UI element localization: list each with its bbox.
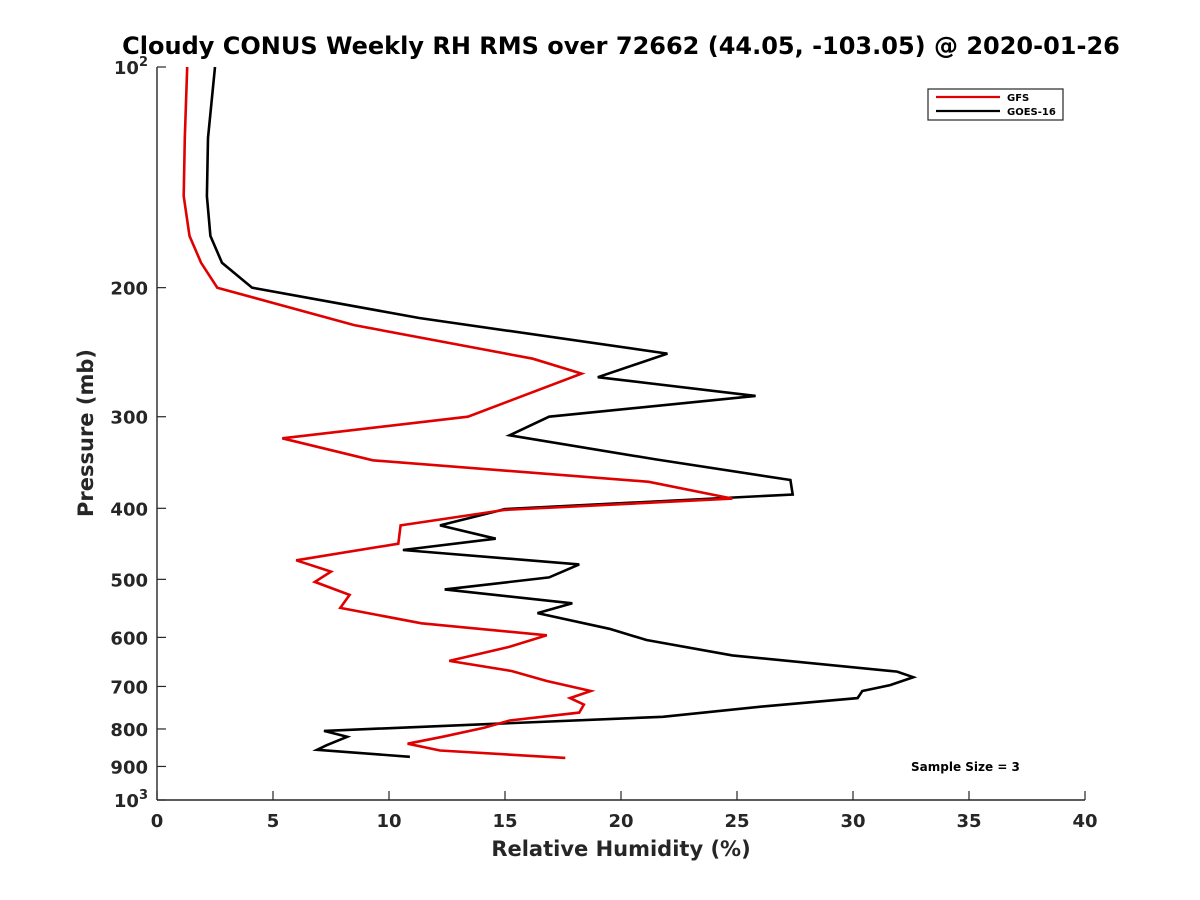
x-tick-label: 20 [608, 811, 633, 832]
chart-title: Cloudy CONUS Weekly RH RMS over 72662 (4… [122, 32, 1120, 60]
x-tick-label: 30 [840, 811, 865, 832]
series-line-goes16 [205, 66, 918, 759]
x-tick-label: 25 [724, 811, 749, 832]
x-tick-label: 10 [376, 811, 401, 832]
legend-label-goes16: GOES-16 [1007, 107, 1056, 118]
y-tick-label: 500 [110, 570, 148, 591]
plot-area [157, 67, 1085, 800]
x-tick-label: 40 [1072, 811, 1097, 832]
y-tick-label: 900 [110, 757, 148, 778]
legend: GFS GOES-16 [927, 88, 1064, 121]
y-axis-label: Pressure (mb) [74, 349, 98, 517]
y-tick-label: 700 [110, 677, 148, 698]
x-ticks: 0 5 10 15 20 25 30 35 40 [151, 791, 1098, 832]
y-tick-label: 200 [110, 279, 148, 300]
legend-label-gfs: GFS [1007, 93, 1029, 104]
legend-box [927, 88, 1064, 121]
x-tick-label: 15 [492, 811, 517, 832]
x-tick-label: 0 [151, 811, 164, 832]
sample-size-annotation: Sample Size = 3 [911, 760, 1020, 774]
series-layer [182, 66, 918, 760]
x-axis-label: Relative Humidity (%) [491, 837, 750, 861]
y-tick-label: 800 [110, 720, 148, 741]
y-tick-label: 103 [114, 788, 148, 812]
series-line-gfs [182, 66, 733, 760]
y-tick-label: 600 [110, 628, 148, 649]
y-ticks: 102 200 300 400 500 600 700 800 900 103 [110, 55, 166, 812]
y-tick-label: 102 [114, 55, 148, 79]
y-tick-label: 400 [110, 499, 148, 520]
x-tick-label: 35 [956, 811, 981, 832]
y-tick-label: 300 [110, 408, 148, 429]
x-tick-label: 5 [267, 811, 280, 832]
